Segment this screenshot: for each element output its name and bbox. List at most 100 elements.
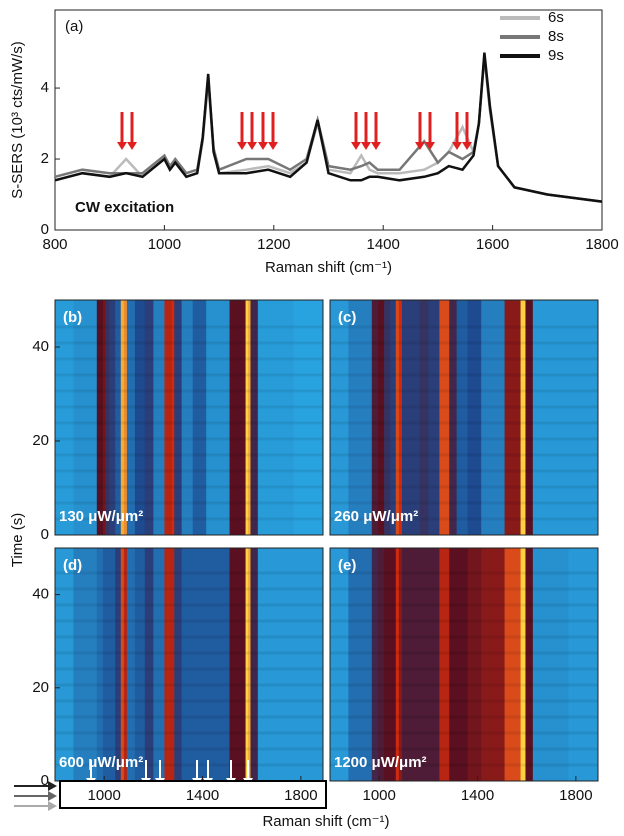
y-tick-label: 20 [32,679,49,696]
spectrum [54,55,603,203]
heat-cell [102,548,106,781]
power-label: 600 μW/μm² [59,754,143,771]
heat-cell [428,548,440,781]
heat-cell [123,548,128,781]
highlight-box [59,780,327,809]
heat-cell [504,300,522,535]
legend-label: 9s [548,47,564,64]
time-arrow-head [48,801,57,811]
heat-cell [525,548,534,781]
arrow-head [247,142,257,150]
heat-cell [467,548,482,781]
legend-label: 8s [548,28,564,45]
heat-cell [384,300,391,535]
heat-cell [401,548,411,781]
heat-cell [229,548,247,781]
heat-cell [174,300,183,535]
heat-cell [257,548,294,781]
heat-cell [330,548,349,781]
heat-cell [153,300,165,535]
heat-cell [115,300,122,535]
heat-cell [449,548,458,781]
heat-cell [409,548,421,781]
heat-cell [55,300,74,535]
heat-cell [144,548,154,781]
heat-cell [348,300,373,535]
heat-cell [105,300,110,535]
heat-cell [446,300,450,535]
panel-label: (e) [338,557,356,574]
x-tick-label: 1800 [284,787,317,804]
heat-cell [115,548,122,781]
heat-cell [395,300,400,535]
heat-cell [456,300,469,535]
heat-cell [257,300,294,535]
heat-cell [120,548,125,781]
heat-cell [245,548,249,781]
heat-cell [109,300,116,535]
heat-cell [568,548,599,781]
y-tick-label: 0 [41,772,49,789]
heat-cell [380,548,385,781]
arrow-head [117,142,127,150]
x-tick-label: 1600 [476,236,509,253]
heat-cell [523,300,526,535]
heat-cell [504,548,522,781]
arrow-head [462,142,472,150]
y-tick-label: 2 [41,150,49,167]
heat-cell [192,548,207,781]
heat-cell [520,300,524,535]
y-tick-label: 0 [41,526,49,543]
heat-cell [96,548,104,781]
heat-cell [181,300,194,535]
heat-cell [126,300,136,535]
heat-cell [248,300,251,535]
heat-cell [467,300,482,535]
heat-cell [293,548,324,781]
arrow-head [127,142,137,150]
heat-cell [153,548,165,781]
heat-cell [532,548,569,781]
time-arrow-head [48,781,57,791]
heat-cell [330,300,349,535]
heat-cell [96,300,104,535]
heat-cell [377,300,381,535]
y-tick-label: 4 [41,79,49,96]
heat-cell [134,548,146,781]
x-tick-label: 800 [42,236,67,253]
heat-cell [390,300,397,535]
heat-cell [123,300,128,535]
arrow-head [351,142,361,150]
heat-cell [348,548,373,781]
arrow-head [415,142,425,150]
heat-cell [171,300,175,535]
heat-cell [120,300,125,535]
heat-cell [398,548,403,781]
heat-cell [73,300,98,535]
heat-cell [109,548,116,781]
heat-cell [439,548,448,781]
heat-cell [525,300,534,535]
heat-cell [245,300,249,535]
x-tick-label: 1000 [148,236,181,253]
heat-cell [568,300,599,535]
heat-cell [206,548,231,781]
arrow-head [237,142,247,150]
y-axis-label: Time (s) [9,513,26,567]
y-axis-label: S-SERS (10³ cts/mW/s) [9,41,26,199]
heat-cell [192,300,207,535]
heat-cell [398,300,403,535]
heat-cell [395,548,400,781]
y-tick-label: 40 [32,338,49,355]
heat-cell [371,300,379,535]
arrow-head [258,142,268,150]
spectrum [54,52,603,203]
heat-cell [419,548,429,781]
panel-frame [329,299,599,536]
x-tick-label: 1400 [367,236,400,253]
heat-cell [134,300,146,535]
heat-cell [181,548,194,781]
heat-cell [481,548,506,781]
panel-frame [329,547,599,782]
